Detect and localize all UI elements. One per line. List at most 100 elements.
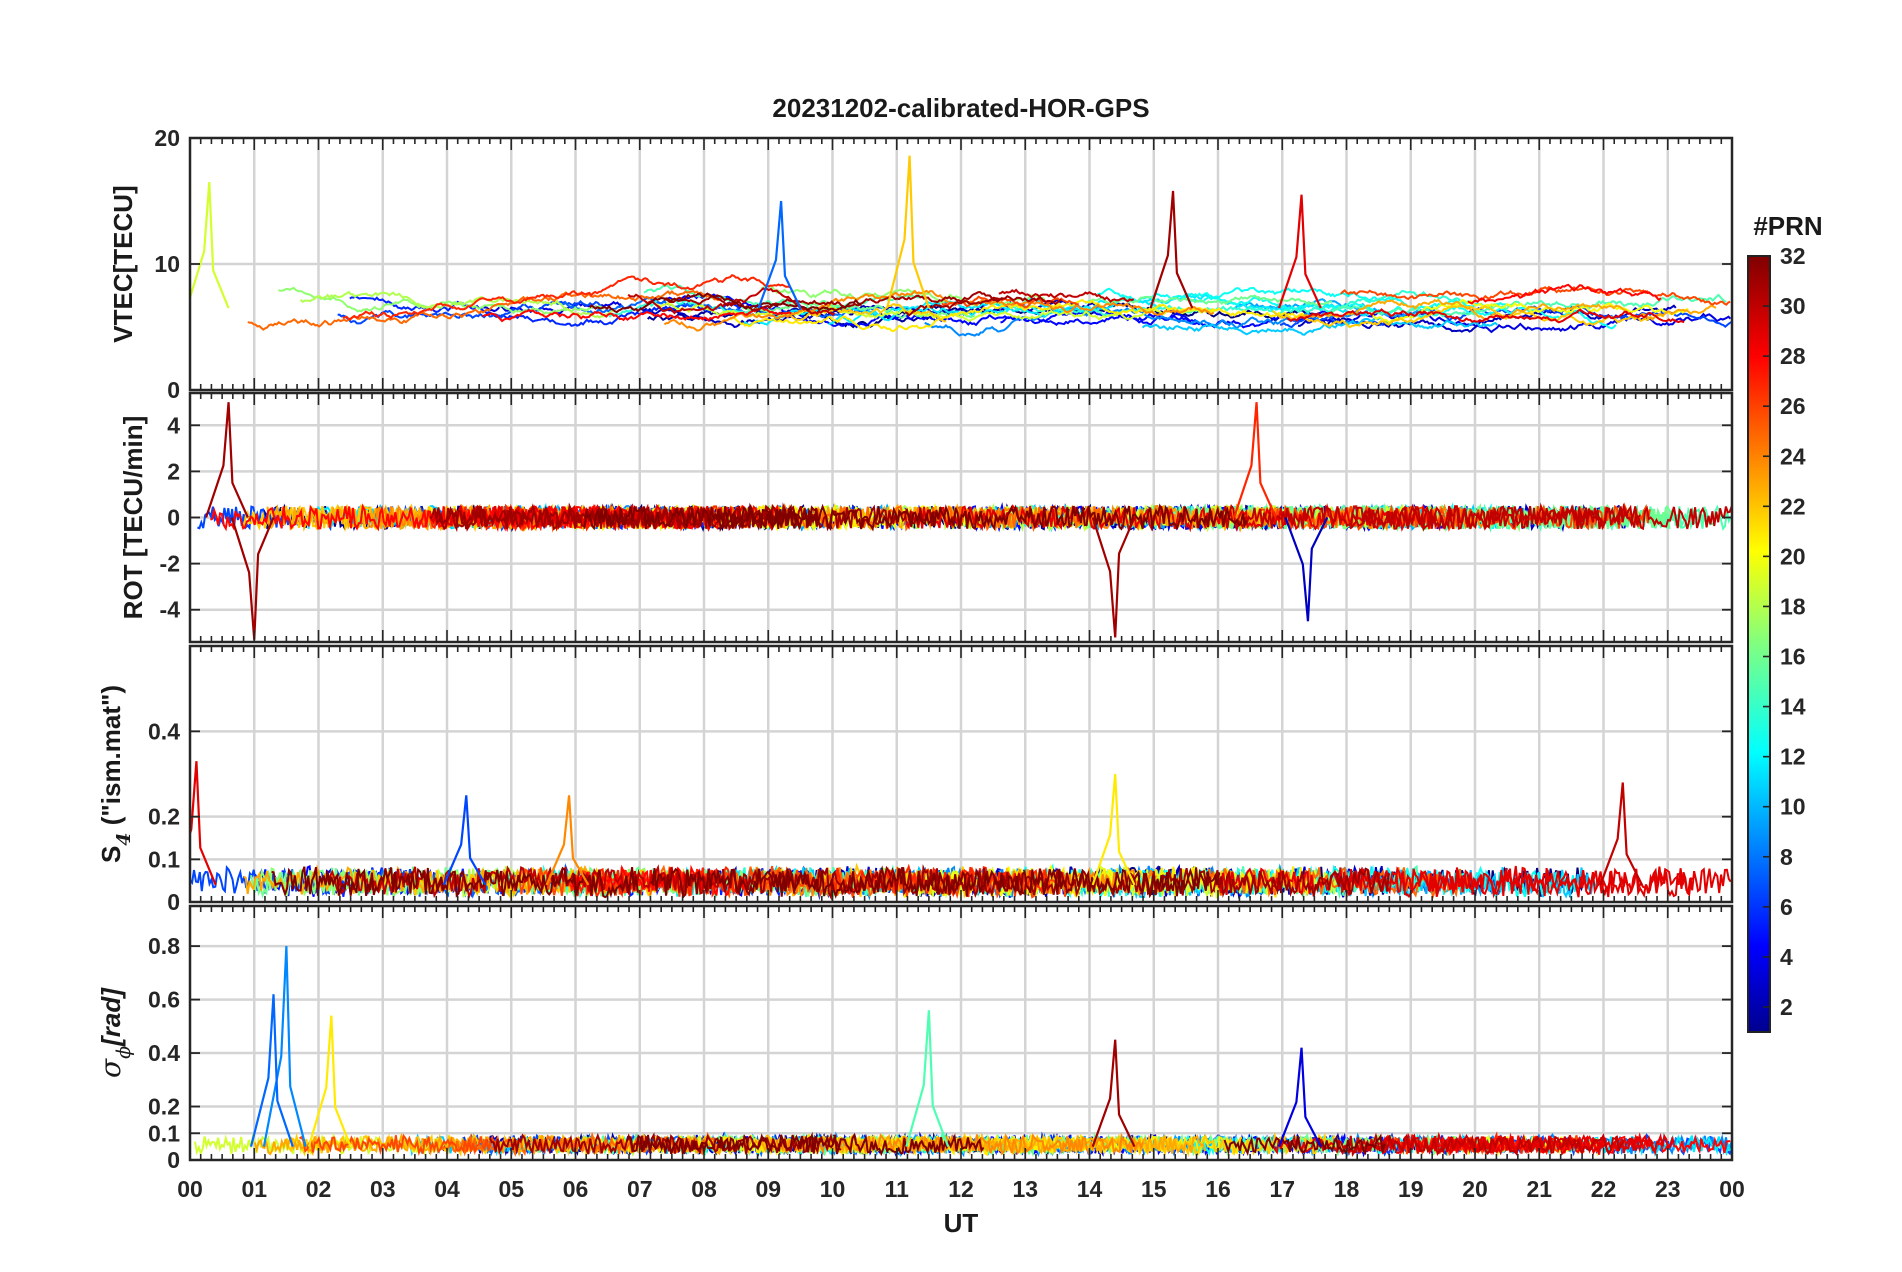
y-tick-label: 0.8: [148, 933, 180, 959]
x-axis: 00 01 02 03 04 05 06 07 08 09 10 11 12 13 14 15 16 17 18 19…: [177, 1176, 1745, 1202]
x-tick-label: 02: [306, 1176, 332, 1202]
y-tick-label: 0.1: [148, 1120, 180, 1146]
colorbar-tick-label: 28: [1780, 343, 1806, 369]
peak-prn-29: [1277, 194, 1322, 309]
y-tick-label: 20: [154, 125, 180, 151]
x-tick-label: 15: [1141, 1176, 1167, 1202]
colorbar-tick-label: 16: [1780, 644, 1806, 670]
colorbar-tick-label: 14: [1780, 694, 1806, 720]
trace-prn-21: [729, 298, 1307, 333]
trace-prn-26: [298, 1133, 499, 1156]
peak-prn-15: [905, 1010, 950, 1148]
trace-prn-4: [1321, 309, 1732, 334]
panel-2: -4 -2 0 2 4 ROT [TECU/min]: [118, 391, 1734, 644]
y-tick-label: 0.2: [148, 1094, 180, 1120]
panel-3: 0 0.1 0.2 0.4 S4 ("ism.mat"): [96, 644, 1734, 915]
peak-prn-29: [190, 761, 217, 886]
trace-prn-32: [715, 503, 1248, 533]
x-tick-label: 00: [1719, 1176, 1745, 1202]
trace-prn-32: [589, 292, 862, 314]
peak-prn-21: [1091, 773, 1136, 886]
trace-prn-29: [1286, 308, 1685, 324]
peak-prn-4: [1278, 1047, 1322, 1148]
trace-prn-31: [979, 867, 1390, 899]
trace-prn-32: [625, 1131, 985, 1157]
y-axis-label: σϕ[rad]: [94, 987, 135, 1078]
trace-prn-18: [299, 290, 616, 319]
trace-prn-31: [663, 290, 1004, 313]
x-tick-label: 12: [948, 1176, 974, 1202]
trace-prn-27: [342, 274, 791, 321]
trace-prn-11: [1141, 316, 1498, 336]
panel-4: 00.10.2 0.4 0.6 0.8 σϕ[rad]: [94, 904, 1734, 1173]
y-tick-label: -4: [160, 597, 181, 623]
peak-prn-19: [190, 182, 230, 309]
x-tick-label: 17: [1269, 1176, 1295, 1202]
y-tick-label: 4: [167, 412, 180, 438]
panel-1: 0 10 20 VTEC[TECU]: [108, 125, 1734, 403]
peak-prn-7: [442, 795, 487, 886]
y-tick-label: 0: [167, 377, 180, 403]
trace-prn-31: [489, 1132, 842, 1156]
colorbar-tick-label: 10: [1780, 794, 1806, 820]
x-tick-label: 01: [241, 1176, 267, 1202]
colorbar-label: #PRN: [1753, 211, 1822, 241]
peak-prn-27: [1233, 402, 1277, 518]
x-tick-label: 20: [1462, 1176, 1488, 1202]
trace-prn-26: [941, 295, 1079, 309]
colorbar-tick-label: 32: [1780, 243, 1806, 269]
colorbar-tick-label: 26: [1780, 393, 1806, 419]
x-tick-label: 07: [627, 1176, 653, 1202]
colorbar-tick-label: 6: [1780, 894, 1793, 920]
x-tick-label: 06: [563, 1176, 589, 1202]
trace-prn-15: [1205, 864, 1428, 900]
trace-prn-16: [1084, 294, 1333, 307]
trace-prn-6: [349, 295, 744, 327]
x-tick-label: 18: [1334, 1176, 1360, 1202]
peak-prn-9: [262, 946, 307, 1147]
x-tick-label: 13: [1012, 1176, 1038, 1202]
peak-prn-8: [249, 994, 294, 1147]
y-tick-label: 2: [167, 458, 180, 484]
colorbar-tick-label: 22: [1780, 493, 1806, 519]
colorbar-tick-label: 20: [1780, 543, 1806, 569]
trace-prn-29: [903, 503, 1438, 533]
trace-prn-32: [271, 866, 639, 899]
x-axis-label: UT: [944, 1208, 979, 1238]
trace-prn-23: [1303, 298, 1717, 322]
trace-prn-32: [583, 502, 819, 531]
x-tick-label: 16: [1205, 1176, 1231, 1202]
y-tick-label: 0: [167, 889, 180, 915]
y-axis-label: VTEC[TECU]: [108, 185, 138, 342]
x-tick-label: 22: [1591, 1176, 1617, 1202]
peak-prn-22: [886, 155, 930, 309]
trace-prn-28: [482, 306, 792, 323]
colorbar-tick-label: 8: [1780, 844, 1793, 870]
x-tick-label: 00: [177, 1176, 203, 1202]
x-tick-label: 11: [885, 1176, 910, 1202]
y-tick-label: 0: [167, 1147, 180, 1173]
y-tick-label: 0.4: [148, 718, 180, 744]
colorbar-tick-label: 12: [1780, 744, 1806, 770]
peak-prn-31: [1091, 1039, 1136, 1148]
trace-prn-28: [1467, 283, 1662, 305]
trace-prn-30: [998, 288, 1135, 303]
colorbar-tick-label: 18: [1780, 593, 1806, 619]
x-tick-label: 23: [1655, 1176, 1681, 1202]
x-tick-label: 21: [1526, 1176, 1552, 1202]
trace-prn-22: [785, 303, 947, 323]
trace-prn-20: [1371, 298, 1689, 324]
y-tick-label: 0.2: [148, 804, 180, 830]
y-tick-label: -2: [160, 551, 180, 577]
colorbar-tick-label: 30: [1780, 293, 1806, 319]
trace-prn-13: [1097, 286, 1509, 311]
x-tick-label: 19: [1398, 1176, 1424, 1202]
trace-prn-24: [663, 289, 1215, 332]
peak-prn-30: [1599, 782, 1644, 886]
y-tick-label: 10: [154, 251, 180, 277]
traces: [197, 402, 1732, 640]
trace-prn-22: [1272, 304, 1665, 329]
